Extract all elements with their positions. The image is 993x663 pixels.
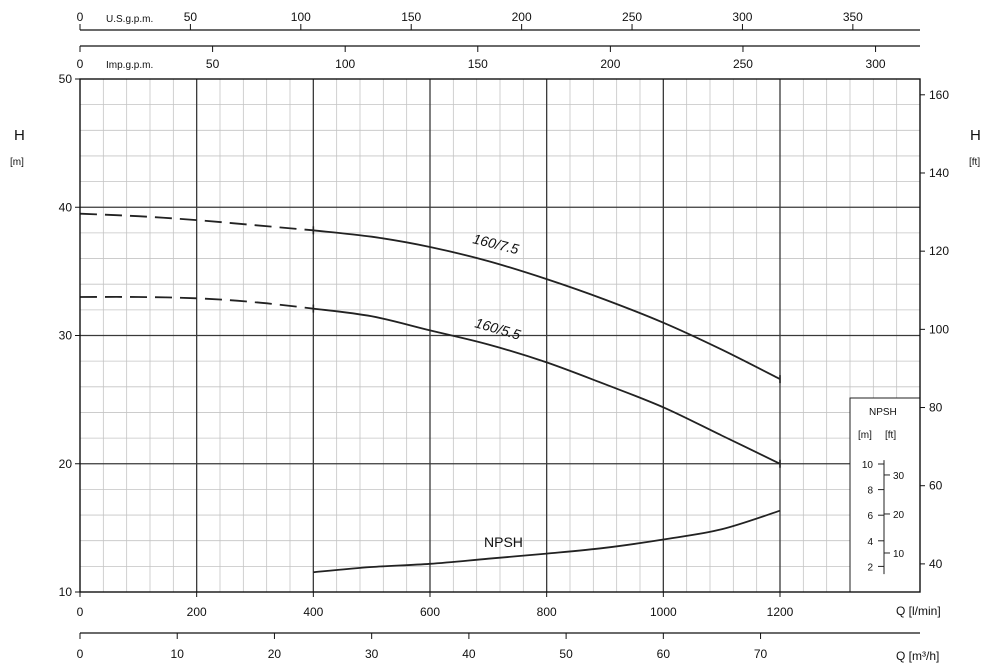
npsh-m-tick-label: 10	[862, 460, 874, 471]
npsh-m-tick-label: 8	[867, 486, 873, 497]
x-tick-label: 200	[187, 605, 207, 619]
npsh-inset-title: NPSH	[869, 407, 897, 418]
npsh-m-tick-label: 4	[867, 537, 873, 548]
x-axis-title-m3h: Q [m³/h]	[896, 649, 939, 663]
series-label-npsh: NPSH	[484, 534, 523, 550]
impgpm-tick-label: 200	[600, 57, 620, 71]
usgpm-tick-label: 350	[843, 10, 863, 24]
curve-npsh	[313, 509, 781, 574]
y-axis-unit-left: [m]	[10, 157, 24, 168]
curve-solid-0	[313, 229, 781, 380]
m3h-tick-label: 40	[462, 647, 476, 661]
npsh-inset-unit-m: [m]	[858, 430, 872, 441]
x-tick-label: 600	[420, 605, 440, 619]
usgpm-tick-label: 50	[184, 10, 198, 24]
usgpm-axis-label: U.S.g.p.m.	[106, 14, 153, 25]
impgpm-tick-label: 300	[866, 57, 886, 71]
npsh-inset: 2 4 6 8 10 10 20 30	[849, 397, 921, 593]
usgpm-tick-label: 0	[77, 10, 84, 24]
impgpm-tick-label: 250	[733, 57, 753, 71]
npsh-inset-box	[849, 397, 921, 593]
x-tick-label: 0	[77, 605, 84, 619]
y-ft-tick-label: 160	[929, 88, 949, 102]
usgpm-tick-label: 150	[401, 10, 421, 24]
impgpm-tick-label: 100	[335, 57, 355, 71]
y-tick-label: 50	[59, 72, 73, 86]
npsh-ft-tick-label: 10	[893, 549, 905, 560]
impgpm-axis-label: Imp.g.p.m.	[106, 60, 153, 71]
npsh-ft-tick-label: 30	[893, 471, 905, 482]
y-axis-unit-right: [ft]	[969, 157, 980, 168]
npsh-m-tick-label: 2	[867, 562, 873, 573]
y-tick-label: 40	[59, 200, 73, 214]
y-tick-label: 20	[59, 457, 73, 471]
y-axis-title-left: H	[14, 127, 25, 144]
y-tick-label: 30	[59, 329, 73, 343]
m3h-tick-label: 60	[657, 647, 671, 661]
x-tick-label: 1200	[767, 605, 794, 619]
impgpm-tick-label: 0	[77, 57, 84, 71]
usgpm-tick-label: 300	[732, 10, 752, 24]
curve-solid-1	[313, 307, 781, 465]
usgpm-tick-label: 200	[512, 10, 532, 24]
y-ft-tick-label: 140	[929, 166, 949, 180]
npsh-m-tick-label: 6	[867, 511, 873, 522]
x-tick-label: 400	[303, 605, 323, 619]
y-tick-label: 10	[59, 585, 73, 599]
m3h-tick-label: 0	[77, 647, 84, 661]
x-tick-label: 1000	[650, 605, 677, 619]
y-ft-tick-label: 60	[929, 479, 943, 493]
usgpm-tick-label: 100	[291, 10, 311, 24]
m3h-tick-label: 30	[365, 647, 379, 661]
m3h-tick-label: 50	[559, 647, 573, 661]
curve-dashed-0	[79, 212, 314, 232]
m3h-tick-label: 70	[754, 647, 768, 661]
m3h-tick-label: 10	[171, 647, 185, 661]
y-ft-tick-label: 120	[929, 244, 949, 258]
impgpm-tick-label: 150	[468, 57, 488, 71]
y-axis-title-right: H	[970, 127, 981, 144]
y-ft-tick-label: 100	[929, 322, 949, 336]
x-tick-label: 800	[537, 605, 557, 619]
impgpm-tick-label: 50	[206, 57, 220, 71]
series-label-160-5-5: 160/5.5	[473, 315, 523, 343]
y-ft-tick-label: 40	[929, 557, 943, 571]
m3h-tick-label: 20	[268, 647, 282, 661]
y-ft-tick-label: 80	[929, 401, 943, 415]
x-axis-title-lmin: Q [l/min]	[896, 604, 941, 618]
series-label-160-7-5: 160/7.5	[471, 230, 520, 257]
curves	[79, 212, 781, 574]
curve-dashed-1	[79, 296, 314, 310]
usgpm-tick-label: 250	[622, 10, 642, 24]
npsh-inset-unit-ft: [ft]	[885, 430, 896, 441]
npsh-ft-tick-label: 20	[893, 510, 905, 521]
